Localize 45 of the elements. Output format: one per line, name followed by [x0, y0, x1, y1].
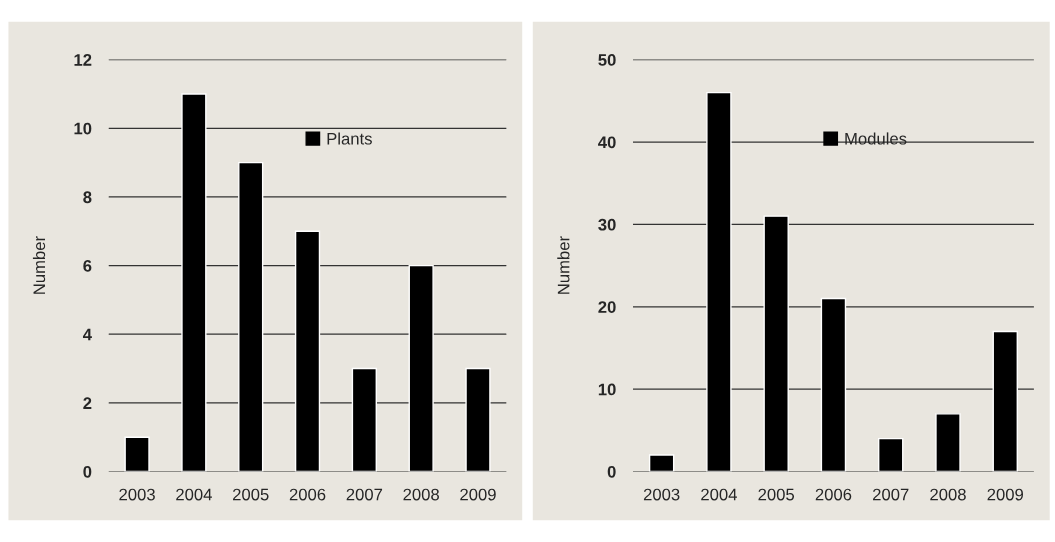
y-tick-label: 6: [83, 259, 92, 272]
bar: [992, 330, 1018, 472]
bar: [935, 413, 961, 472]
bar: [294, 230, 321, 472]
y-tick-label: 10: [598, 383, 616, 396]
x-tick-label: 2006: [289, 488, 326, 501]
bar: [820, 297, 847, 472]
x-tick-label: 2005: [758, 488, 795, 501]
y-tick-label: 12: [74, 54, 92, 66]
y-axis-title: Number: [32, 236, 46, 294]
y-tick-label: 8: [83, 191, 92, 204]
y-tick-label: 10: [74, 122, 92, 135]
bar: [465, 367, 491, 472]
bar: [877, 437, 904, 472]
bar: [181, 93, 207, 472]
x-tick-label: 2009: [460, 488, 496, 501]
x-tick-label: 2003: [119, 488, 155, 501]
x-tick-label: 2004: [701, 488, 737, 501]
x-tick-label: 2007: [346, 488, 383, 501]
y-tick-label: 20: [598, 301, 616, 313]
bar: [351, 367, 377, 472]
bar: [124, 436, 150, 472]
y-tick-label: 0: [83, 465, 92, 478]
y-tick-label: 40: [598, 136, 616, 149]
x-tick-label: 2005: [233, 488, 269, 501]
y-axis-title: Number: [557, 236, 570, 294]
y-tick-label: 50: [598, 54, 616, 66]
x-tick-label: 2006: [815, 488, 852, 501]
y-tick-label: 4: [82, 328, 92, 341]
y-tick-label: 2: [83, 397, 92, 409]
legend-label: Modules: [845, 132, 907, 145]
legend-label: Plants: [327, 132, 372, 145]
y-tick-label: 30: [598, 218, 616, 231]
x-tick-label: 2003: [643, 488, 680, 501]
bar: [238, 161, 264, 472]
x-tick-label: 2008: [930, 488, 966, 501]
bar: [408, 264, 434, 472]
bar: [706, 91, 732, 472]
x-tick-label: 2007: [873, 488, 909, 501]
x-tick-label: 2004: [176, 488, 212, 501]
y-tick-label: 0: [607, 465, 616, 478]
x-tick-label: 2009: [987, 488, 1024, 501]
bar: [648, 454, 675, 472]
bar: [763, 215, 789, 472]
x-tick-label: 2008: [403, 488, 439, 501]
